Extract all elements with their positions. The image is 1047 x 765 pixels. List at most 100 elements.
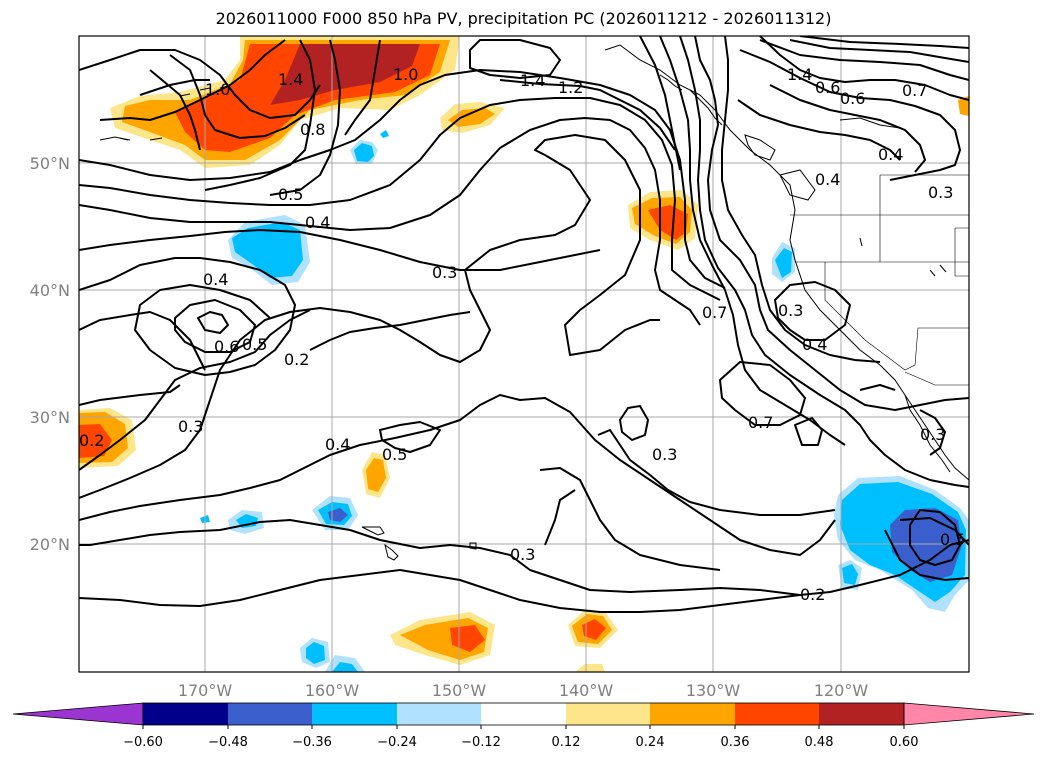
contour-line: [79, 97, 721, 301]
colorbar-segment: [650, 703, 735, 725]
border-line: [954, 227, 969, 277]
contour-label: 0.6: [840, 89, 865, 108]
precip-region-positive: [575, 664, 605, 672]
map-frame: [78, 35, 970, 673]
contour-line: [909, 509, 961, 566]
contour-line: [174, 299, 256, 353]
colorbar-tick-label: 0.60: [890, 735, 919, 750]
precip-region-positive: [270, 44, 420, 105]
precip-region-negative: [306, 642, 325, 664]
colorbar-tick-label: 0.12: [552, 735, 581, 750]
longitude-labels: 170°W 160°W 150°W 140°W 130°W 120°W: [178, 681, 869, 700]
contour-line: [79, 257, 296, 376]
contour-label: 0.7: [902, 81, 927, 100]
contour-line: [694, 36, 969, 411]
colorbar-segment: [312, 703, 397, 725]
precip-region-negative: [775, 248, 792, 278]
contour-line: [597, 429, 836, 516]
lon-label-140w: 140°W: [559, 681, 614, 700]
contour-label: 0.6: [815, 78, 840, 97]
contour-label: 0.2: [284, 350, 309, 369]
contour-line: [469, 39, 561, 79]
precip-region-negative: [328, 508, 348, 522]
contour-label: 0.3: [510, 545, 535, 564]
contour-label: 1.0: [205, 80, 230, 99]
contour-line: [884, 529, 969, 581]
contour-label: 0.5: [940, 530, 965, 549]
contour-line: [739, 49, 961, 181]
contour-line: [759, 39, 969, 81]
pv-contours: [79, 36, 969, 613]
contour-line: [619, 405, 649, 441]
contour-line: [344, 39, 381, 136]
precip-region-negative: [354, 143, 374, 162]
state-borders: [790, 174, 969, 386]
contour-label: 1.4: [787, 65, 812, 84]
colorbar-tick-label: −0.48: [208, 735, 248, 750]
contour-line: [79, 569, 801, 613]
hawaii-island: [384, 543, 399, 561]
precip-region-negative: [232, 222, 303, 278]
contour-line: [79, 229, 601, 271]
contour-line: [149, 69, 201, 151]
colorbar-segment: [228, 703, 312, 725]
contour-line: [79, 519, 969, 596]
contour-label: 0.4: [802, 335, 827, 354]
precip-region-positive: [79, 424, 112, 458]
contour-line: [769, 84, 926, 173]
contour-line: [79, 49, 321, 119]
contour-label: 0.5: [278, 185, 303, 204]
precip-region-positive: [958, 96, 969, 116]
hawaii-island: [361, 526, 385, 536]
border-line: [824, 262, 969, 371]
contour-label: 0.3: [928, 183, 953, 202]
coastline: [604, 44, 969, 481]
lon-label-150w: 150°W: [432, 681, 487, 700]
contour-label: 0.3: [178, 417, 203, 436]
contour-line: [79, 394, 836, 556]
contour-line: [499, 79, 676, 151]
contour-line: [539, 467, 721, 571]
colorbar-segment: [735, 703, 819, 725]
contour-line: [99, 39, 286, 121]
contour-line: [774, 281, 851, 341]
colorbar-tick-label: 0.24: [636, 735, 665, 750]
precip-region-negative: [380, 130, 389, 138]
colorbar-segment: [397, 703, 481, 725]
lat-label-50n: 50°N: [30, 154, 70, 173]
contour-label: 1.4: [278, 70, 303, 89]
contour-label: 0.3: [432, 263, 457, 282]
colorbar: −0.60 −0.48 −0.36 −0.24 −0.12 0.12 0.24 …: [12, 702, 1035, 750]
precip-region-positive: [366, 458, 386, 492]
contour-line: [899, 517, 969, 546]
contour-line: [721, 36, 881, 363]
contour-label: 1.0: [393, 65, 418, 84]
contour-label: 0.4: [815, 170, 840, 189]
lon-label-170w: 170°W: [178, 681, 233, 700]
contour-label: 0.2: [79, 431, 104, 450]
contour-label: 1.2: [558, 78, 583, 97]
precip-region-negative: [332, 662, 358, 672]
contour-line: [794, 417, 823, 446]
coastline: [779, 169, 816, 201]
contour-label: 0.2: [800, 585, 825, 604]
precip-region-positive: [448, 108, 495, 127]
contour-label: 0.3: [778, 301, 803, 320]
contour-line: [269, 39, 341, 196]
contour-label: 0.3: [920, 425, 945, 444]
coastline: [99, 136, 163, 141]
contour-line: [79, 134, 660, 499]
contour-line: [169, 54, 306, 139]
lat-label-30n: 30°N: [30, 408, 70, 427]
contour-labels: 1.0 1.4 1.0 0.8 0.5 0.4 1.4 1.2 1.4 0.6 …: [79, 65, 965, 604]
colorbar-tick-label: −0.60: [123, 735, 163, 750]
coastline: [859, 237, 947, 277]
precip-region-positive: [582, 619, 606, 640]
contour-line: [759, 36, 969, 101]
colorbar-segment: [566, 703, 650, 725]
contour-line: [379, 421, 441, 453]
contour-line: [799, 36, 969, 49]
colorbar-tick-labels: −0.60 −0.48 −0.36 −0.24 −0.12 0.12 0.24 …: [123, 735, 918, 750]
colorbar-segment: [143, 703, 228, 725]
